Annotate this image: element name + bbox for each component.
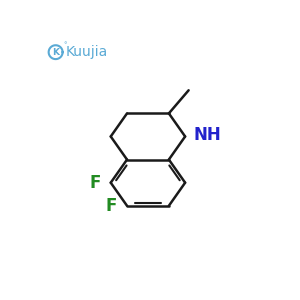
Text: F: F (106, 197, 117, 215)
Text: F: F (90, 174, 101, 192)
Text: K: K (52, 48, 59, 57)
Text: NH: NH (193, 126, 221, 144)
Text: Kuujia: Kuujia (66, 45, 108, 59)
Text: °: ° (63, 43, 67, 49)
